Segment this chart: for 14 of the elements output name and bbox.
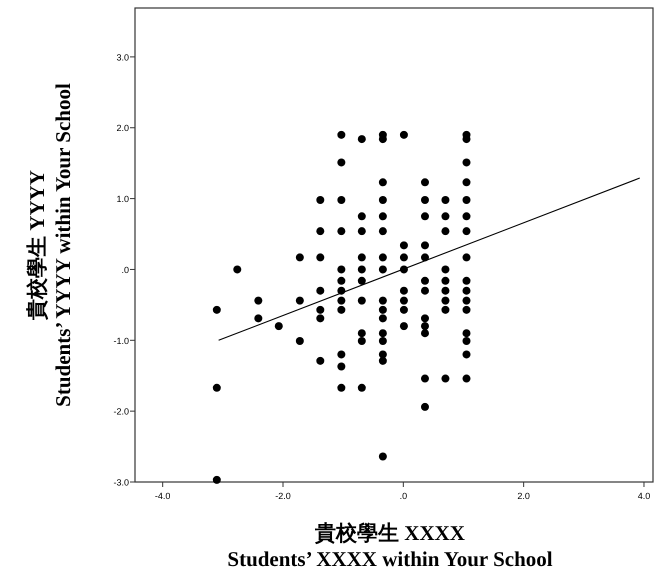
x-tick-label: -2.0 xyxy=(275,491,291,501)
y-tick-label: -1.0 xyxy=(113,336,129,346)
x-tick-label: 2.0 xyxy=(517,491,530,501)
y-tick-label: -2.0 xyxy=(113,406,129,417)
y-axis-title: 貴校學生 YYYY Students’ YYYY within Your School xyxy=(25,83,75,407)
y-tick-label: 1.0 xyxy=(116,194,129,204)
x-axis-title: 貴校學生 XXXX Students’ XXXX within Your School xyxy=(227,521,553,571)
y-tick-label: 2.0 xyxy=(116,123,129,134)
x-tick-label: -4.0 xyxy=(154,491,170,501)
x-tick-label: 4.0 xyxy=(638,491,650,501)
x-tick-label: .0 xyxy=(400,491,408,501)
y-tick-label: 3.0 xyxy=(116,52,129,62)
y-tick-label: .0 xyxy=(121,264,129,275)
y-tick-label: -3.0 xyxy=(113,478,129,488)
